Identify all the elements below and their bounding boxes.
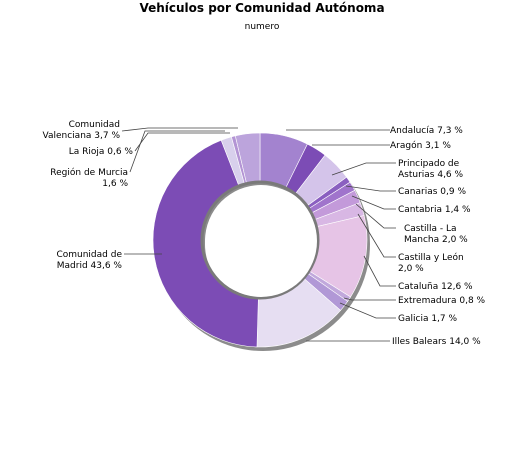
leader-line-12 bbox=[129, 130, 225, 173]
slice-label-5-line-0: Castilla - La bbox=[404, 224, 457, 234]
chart-title: Vehículos por Comunidad Autónoma bbox=[139, 1, 384, 15]
donut-slices bbox=[152, 132, 368, 348]
slice-label-8-line-0: Extremadura 0,8 % bbox=[398, 296, 486, 306]
slice-label-6-line-1: 2,0 % bbox=[398, 264, 424, 274]
donut-inner-rim bbox=[200, 180, 320, 300]
leader-line-3 bbox=[345, 185, 396, 192]
leader-line-8 bbox=[343, 297, 396, 301]
slice-label-4-line-0: Cantabria 1,4 % bbox=[398, 205, 471, 215]
leader-line-14 bbox=[121, 127, 238, 132]
leader-line-2 bbox=[331, 162, 396, 176]
leader-line-9 bbox=[339, 302, 396, 319]
leader-lines bbox=[121, 127, 396, 342]
slice-label-14-line-1: Valenciana 3,7 % bbox=[43, 131, 121, 141]
donut-hole bbox=[205, 185, 317, 297]
slice-label-12-line-0: Región de Murcia bbox=[50, 167, 128, 178]
leader-line-4 bbox=[351, 195, 396, 210]
slice-label-7-line-0: Cataluña 12,6 % bbox=[398, 282, 473, 292]
slice-labels: Andalucía 7,3 % Aragón 3,1 % Principado de… bbox=[43, 120, 486, 347]
slice-label-2-line-1: Asturias 4,6 % bbox=[398, 170, 464, 180]
slice-label-2-line-0: Principado de bbox=[398, 159, 460, 169]
leader-line-6 bbox=[357, 213, 396, 258]
slice-label-9-line-0: Galicia 1,7 % bbox=[398, 314, 457, 324]
slice-label-10-line-0: Illes Balears 14,0 % bbox=[392, 337, 481, 347]
slice-label-5-line-1: Mancha 2,0 % bbox=[404, 235, 468, 245]
leader-line-13 bbox=[134, 132, 230, 152]
slice-label-11-line-1: Madrid 43,6 % bbox=[57, 261, 123, 271]
slice-label-12-line-1: 1,6 % bbox=[102, 179, 128, 189]
slice-label-13-line-0: La Rioja 0,6 % bbox=[69, 147, 134, 157]
slice-label-0-line-0: Andalucía 7,3 % bbox=[390, 126, 463, 136]
leader-line-5 bbox=[355, 203, 396, 229]
leader-line-7 bbox=[363, 255, 396, 287]
slice-label-6-line-0: Castilla y León bbox=[398, 252, 464, 263]
chart-subtitle: numero bbox=[245, 22, 280, 32]
slice-label-1-line-0: Aragón 3,1 % bbox=[390, 140, 451, 151]
slice-label-11-line-0: Comunidad de bbox=[56, 250, 122, 260]
slice-label-14-line-0: Comunidad bbox=[69, 120, 120, 130]
slice-label-3-line-0: Canarias 0,9 % bbox=[398, 187, 466, 197]
